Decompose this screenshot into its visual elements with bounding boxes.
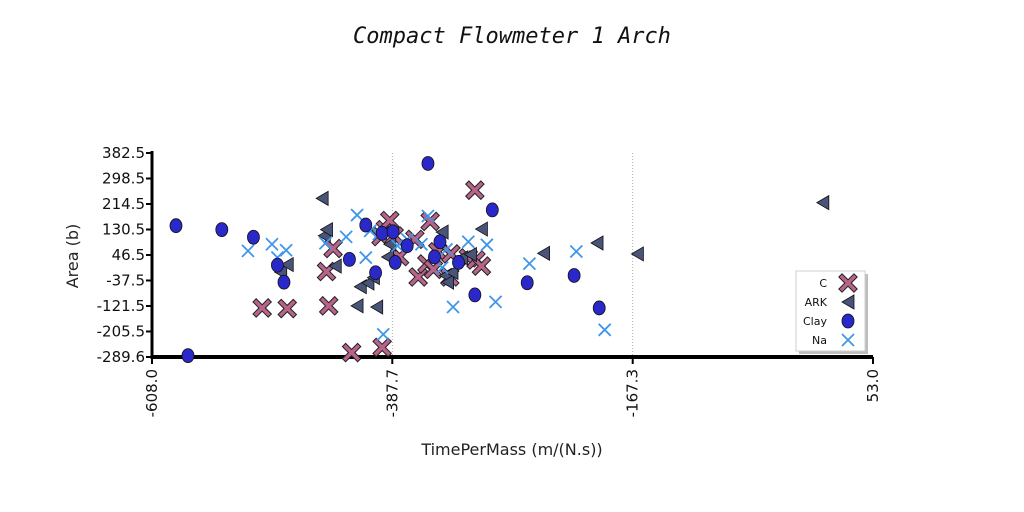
data-point-c xyxy=(252,298,273,318)
chart-title: Compact Flowmeter 1 Arch xyxy=(353,24,671,49)
legend-marker-ark xyxy=(841,294,855,310)
data-points xyxy=(169,156,830,364)
data-point-clay xyxy=(592,300,606,316)
data-point-na xyxy=(390,239,405,253)
data-point-ark xyxy=(440,274,454,290)
data-point-ark xyxy=(319,221,333,238)
data-point-c xyxy=(316,261,337,282)
data-point-na xyxy=(279,243,293,257)
data-point-clay xyxy=(359,217,373,233)
data-point-ark xyxy=(350,298,364,314)
data-point-clay xyxy=(400,238,414,254)
data-point-na xyxy=(359,250,373,265)
data-point-na xyxy=(318,236,333,250)
data-point-clay xyxy=(343,251,356,267)
data-point-clay xyxy=(215,222,229,238)
data-point-c xyxy=(318,295,339,316)
x-tick-label: -387.7 xyxy=(383,369,401,417)
data-point-c xyxy=(277,298,298,319)
data-point-ark xyxy=(369,299,384,315)
data-point-ark xyxy=(630,246,644,262)
data-point-na xyxy=(435,260,449,275)
y-tick-label: -37.5 xyxy=(106,271,145,289)
y-tick-label: 130.5 xyxy=(102,220,145,238)
legend-label: C xyxy=(819,277,827,290)
data-point-na xyxy=(241,244,255,258)
x-axis-label: TimePerMass (m/(N.s)) xyxy=(420,440,602,459)
y-tick-label: -289.6 xyxy=(97,348,145,366)
data-point-clay xyxy=(247,229,260,245)
y-tick-label: 214.5 xyxy=(102,195,145,213)
legend-marker-na xyxy=(841,333,855,347)
data-point-ark xyxy=(816,194,830,211)
data-point-clay xyxy=(169,218,183,234)
data-point-na xyxy=(376,327,390,341)
data-point-na xyxy=(569,244,583,259)
data-point-c xyxy=(323,238,343,259)
x-tick-label: 53.0 xyxy=(864,369,882,402)
x-tick-label: -167.3 xyxy=(624,369,642,417)
data-point-clay xyxy=(485,202,499,218)
x-axis-ticks: -608.0 -387.7 -167.3 53.0 xyxy=(143,357,882,417)
legend-label: Na xyxy=(812,334,827,347)
data-point-ark xyxy=(590,235,604,251)
y-tick-label: -121.5 xyxy=(97,297,145,315)
data-point-ark xyxy=(474,221,488,237)
data-point-na xyxy=(265,237,279,251)
x-tick-label: -608.0 xyxy=(143,369,161,417)
data-point-na xyxy=(339,230,353,244)
data-point-ark xyxy=(315,190,329,207)
y-tick-label: 298.5 xyxy=(102,169,145,187)
y-tick-label: 46.5 xyxy=(112,246,145,264)
data-point-ark xyxy=(445,264,459,281)
legend: C ARK Clay Na xyxy=(795,270,868,354)
legend-label: ARK xyxy=(805,296,828,309)
data-point-clay xyxy=(428,249,441,265)
axes xyxy=(150,151,873,359)
data-point-clay xyxy=(452,255,465,270)
data-point-clay xyxy=(271,257,284,273)
y-tick-label: -205.5 xyxy=(97,322,145,340)
data-point-c xyxy=(341,342,362,363)
data-point-clay xyxy=(386,224,400,240)
data-point-clay xyxy=(388,255,402,270)
data-point-ark xyxy=(463,246,477,263)
data-point-na xyxy=(446,300,460,314)
data-point-clay xyxy=(567,268,581,283)
y-tick-label: 382.5 xyxy=(102,144,145,162)
data-point-na xyxy=(350,208,364,222)
data-point-c xyxy=(471,256,492,276)
data-point-c xyxy=(464,180,485,201)
data-point-na xyxy=(598,323,612,337)
data-point-c xyxy=(372,337,393,358)
data-point-clay xyxy=(375,225,389,241)
data-point-na xyxy=(461,235,475,249)
data-point-clay xyxy=(421,156,435,171)
data-point-clay xyxy=(468,287,482,303)
data-point-ark xyxy=(536,245,550,262)
legend-marker-clay xyxy=(841,313,855,329)
data-point-clay xyxy=(277,274,291,290)
data-point-na xyxy=(421,209,435,223)
data-point-clay xyxy=(369,265,383,281)
data-point-clay xyxy=(181,348,195,364)
y-axis-label: Area (b) xyxy=(63,224,82,289)
data-point-ark xyxy=(328,258,342,274)
legend-marker-c xyxy=(838,273,858,293)
data-point-na xyxy=(480,238,494,252)
data-point-clay xyxy=(433,234,447,250)
data-point-ark xyxy=(280,256,294,273)
data-point-na xyxy=(522,256,537,271)
data-point-na xyxy=(414,237,429,251)
data-point-na xyxy=(488,295,503,309)
legend-label: Clay xyxy=(803,315,827,328)
legend-box xyxy=(795,270,866,352)
y-axis-ticks: 382.5 298.5 214.5 130.5 46.5 -37.5 -121.5 -205.… xyxy=(97,144,152,366)
data-point-c xyxy=(408,267,429,287)
data-point-clay xyxy=(520,275,534,291)
